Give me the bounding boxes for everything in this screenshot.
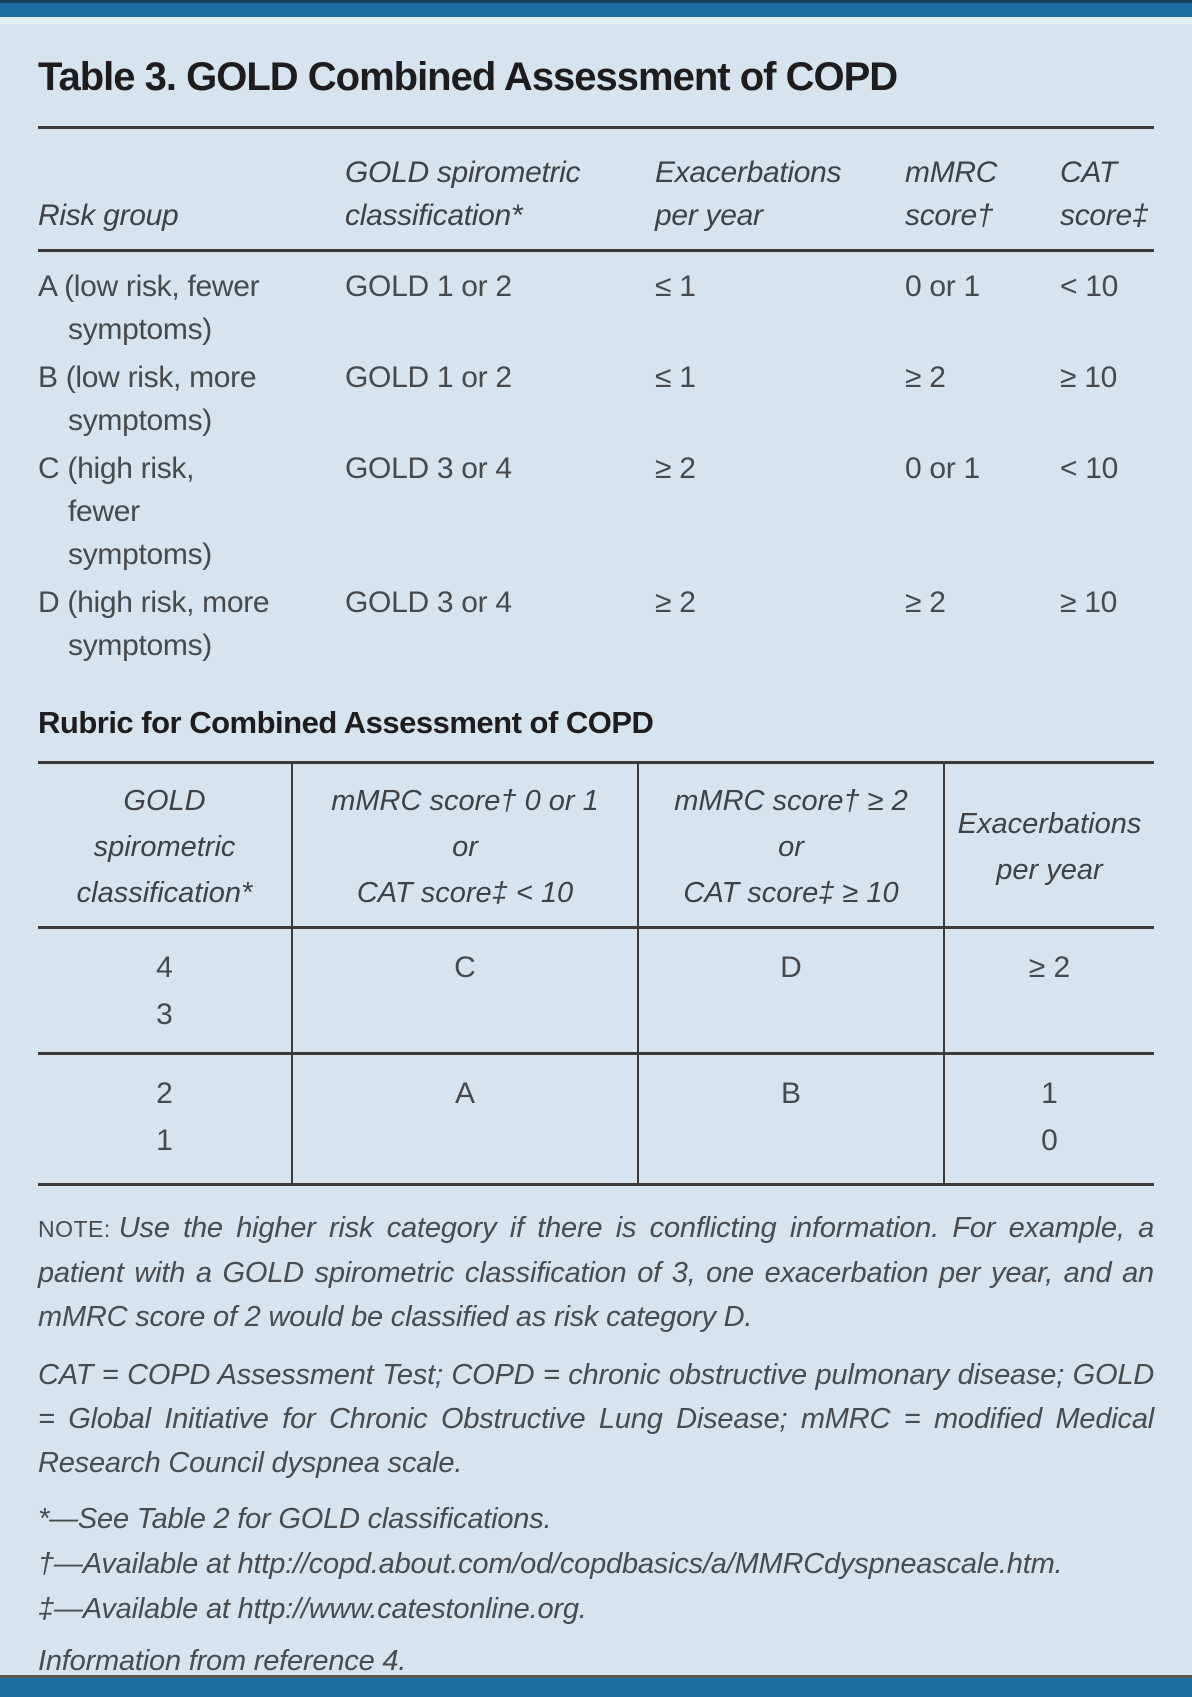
col-header-gold-classification: GOLD spirometric classification* bbox=[345, 156, 581, 232]
mmrc-cell: ≥ 2 bbox=[905, 586, 946, 619]
table-title: Table 3. GOLD Combined Assessment of COP… bbox=[38, 55, 898, 99]
footnote-dagger: †—Available at http://copd.about.com/od/… bbox=[38, 1548, 1063, 1580]
note-paragraph: NOTE: Use the higher risk category if the… bbox=[38, 1206, 1154, 1339]
note-text: Use the higher risk category if there is… bbox=[38, 1212, 1154, 1333]
rubric-row-high-risk: 4 3 C D ≥ 2 bbox=[38, 929, 1154, 1052]
table-row-risk-b: B (low risk, more symptoms) GOLD 1 or 2 … bbox=[38, 356, 1154, 442]
risk-group-table: Risk group GOLD spirometric classificati… bbox=[38, 126, 1154, 667]
risk-group-cell: D (high risk, more symptoms) bbox=[38, 586, 270, 662]
rubric-table-header: GOLD spirometric classification* mMRC sc… bbox=[38, 764, 1154, 929]
rubric-category-c-cell: C bbox=[291, 929, 637, 1052]
note-label: NOTE: bbox=[38, 1216, 111, 1242]
rubric-exacerbations-cell: ≥ 2 bbox=[943, 929, 1154, 1052]
abbreviations-paragraph: CAT = COPD Assessment Test; COPD = chron… bbox=[38, 1359, 1154, 1479]
rubric-gold-class-cell: 4 3 bbox=[156, 951, 173, 1031]
footnote-asterisk: *—See Table 2 for GOLD classifications. bbox=[38, 1503, 552, 1535]
risk-group-cell: A (low risk, fewer symptoms) bbox=[38, 270, 260, 346]
table-row-risk-a: A (low risk, fewer symptoms) GOLD 1 or 2… bbox=[38, 265, 1154, 351]
col-header-cat-score: CAT score‡ bbox=[1060, 156, 1149, 232]
top-light-strip bbox=[0, 17, 1192, 24]
footnote-double-dagger: ‡—Available at http://www.catestonline.o… bbox=[38, 1593, 587, 1625]
risk-group-table-body: A (low risk, fewer symptoms) GOLD 1 or 2… bbox=[38, 252, 1154, 667]
gold-class-cell: GOLD 3 or 4 bbox=[345, 452, 512, 485]
bottom-accent-bar bbox=[0, 1675, 1192, 1697]
mmrc-cell: 0 or 1 bbox=[905, 452, 980, 485]
exacerbations-cell: ≤ 1 bbox=[655, 361, 696, 394]
exacerbations-cell: ≥ 2 bbox=[655, 586, 696, 619]
source-line: Information from reference 4. bbox=[38, 1645, 407, 1677]
gold-class-cell: GOLD 1 or 2 bbox=[345, 270, 512, 303]
rubric-gold-class-cell: 2 1 bbox=[156, 1077, 173, 1157]
cat-cell: < 10 bbox=[1060, 452, 1119, 485]
gold-class-cell: GOLD 3 or 4 bbox=[345, 586, 512, 619]
rubric-table: GOLD spirometric classification* mMRC sc… bbox=[38, 761, 1154, 1186]
rubric-title: Rubric for Combined Assessment of COPD bbox=[38, 705, 654, 740]
cat-cell: < 10 bbox=[1060, 270, 1119, 303]
mmrc-cell: ≥ 2 bbox=[905, 361, 946, 394]
rubric-category-d-cell: D bbox=[637, 929, 943, 1052]
table-row-risk-c: C (high risk, fewer symptoms) GOLD 3 or … bbox=[38, 447, 1154, 576]
rubric-col-gold-classification: GOLD spirometric classification* bbox=[76, 785, 253, 909]
exacerbations-cell: ≥ 2 bbox=[655, 452, 696, 485]
cat-cell: ≥ 10 bbox=[1060, 586, 1117, 619]
mmrc-cell: 0 or 1 bbox=[905, 270, 980, 303]
footnotes: *—See Table 2 for GOLD classifications. … bbox=[38, 1499, 1154, 1629]
risk-group-cell: B (low risk, more symptoms) bbox=[38, 361, 257, 437]
table-row-risk-d: D (high risk, more symptoms) GOLD 3 or 4… bbox=[38, 581, 1154, 667]
rubric-category-b-cell: B bbox=[637, 1055, 943, 1183]
top-accent-bar bbox=[0, 0, 1192, 17]
figure-content: Table 3. GOLD Combined Assessment of COP… bbox=[0, 54, 1192, 1683]
risk-group-table-header: Risk group GOLD spirometric classificati… bbox=[38, 129, 1154, 252]
col-header-risk-group: Risk group bbox=[38, 199, 179, 232]
rubric-exacerbations-cell: 1 0 bbox=[943, 1055, 1154, 1183]
gold-class-cell: GOLD 1 or 2 bbox=[345, 361, 512, 394]
rubric-category-a-cell: A bbox=[291, 1055, 637, 1183]
rubric-col-low-symptoms: mMRC score† 0 or 1 or CAT score‡ < 10 bbox=[291, 764, 637, 926]
rubric-col-exacerbations: Exacerbations per year bbox=[943, 764, 1154, 926]
exacerbations-cell: ≤ 1 bbox=[655, 270, 696, 303]
col-header-mmrc-score: mMRC score† bbox=[905, 156, 998, 232]
cat-cell: ≥ 10 bbox=[1060, 361, 1117, 394]
rubric-row-low-risk: 2 1 A B 1 0 bbox=[38, 1052, 1154, 1183]
col-header-exacerbations: Exacerbations per year bbox=[655, 156, 842, 232]
risk-group-cell: C (high risk, fewer symptoms) bbox=[38, 452, 212, 571]
rubric-col-high-symptoms: mMRC score† ≥ 2 or CAT score‡ ≥ 10 bbox=[637, 764, 943, 926]
